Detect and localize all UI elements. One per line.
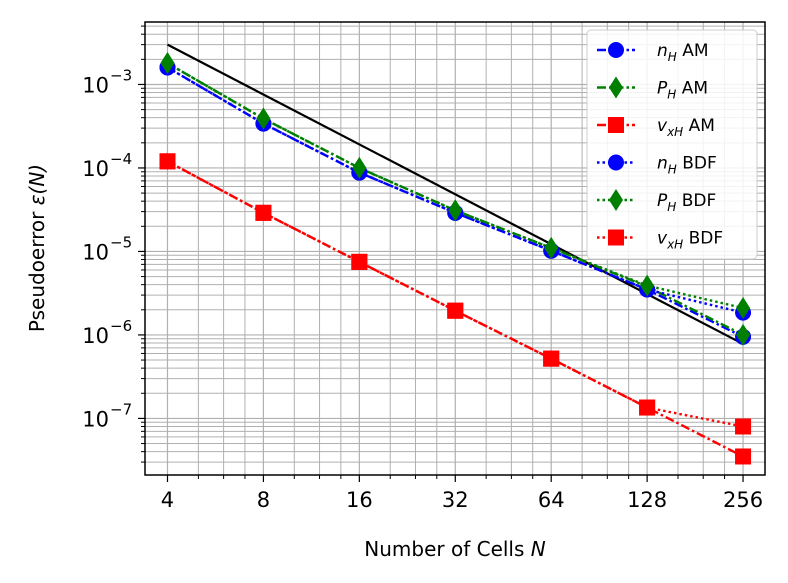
x-tick-label: 128: [627, 488, 667, 512]
y-tick-label-exponent: −4: [110, 150, 132, 168]
y-axis-title-var: ε(N): [25, 164, 49, 205]
legend-label: vxH BDF: [657, 229, 723, 252]
legend-var: n: [657, 154, 668, 174]
series-4-point: [256, 107, 271, 130]
y-tick-label-base: 10: [82, 73, 109, 97]
y-tick-label-exponent: −3: [110, 66, 132, 84]
legend-series-name: AM: [676, 79, 708, 99]
legend-label: nH BDF: [657, 154, 717, 177]
legend-series-name: BDF: [676, 191, 716, 211]
ticks: [138, 25, 744, 482]
legend-label: nH AM: [657, 41, 709, 64]
legend-var: P: [657, 191, 668, 211]
legend-var: v: [657, 116, 668, 136]
series-5-point: [543, 350, 560, 367]
legend-subscript: H: [667, 88, 676, 102]
y-tick-label-base: 10: [82, 324, 109, 348]
legend-swatch-marker: [608, 117, 624, 133]
series-5-point: [351, 253, 368, 270]
legend-subscript: xH: [666, 125, 683, 139]
series-5-point: [639, 399, 656, 416]
legend-series-name: BDF: [683, 229, 723, 249]
x-tick-label: 64: [538, 488, 565, 512]
legend-subscript: H: [668, 50, 677, 64]
y-tick-label-exponent: −7: [110, 400, 132, 418]
y-axis-title-text: Pseudoerror: [25, 211, 49, 332]
legend-label: vxH AM: [657, 116, 715, 139]
series-4-point: [640, 274, 655, 297]
legend-swatch-marker: [609, 189, 623, 211]
x-axis-title-text: Number of Cells: [364, 537, 524, 561]
series-4-point: [448, 199, 463, 222]
series-4-point: [544, 236, 559, 259]
legend-label: PH BDF: [657, 191, 716, 214]
y-tick-label-base: 10: [82, 407, 109, 431]
y-tick-label: 10: [82, 157, 109, 181]
legend-swatch-marker: [608, 154, 624, 171]
y-tick-label: 10: [82, 240, 109, 264]
x-tick-label: 4: [161, 488, 174, 512]
legend-swatch-marker: [608, 229, 624, 246]
series-2-point: [735, 448, 752, 465]
legend-var: P: [657, 79, 668, 99]
series-markers: [159, 52, 752, 465]
legend-subscript: xH: [666, 238, 683, 252]
y-tick-label-exponent: −6: [110, 317, 132, 335]
x-axis-title-var: N: [531, 537, 546, 561]
y-tick-label-base: 10: [82, 240, 109, 264]
series-1-point: [736, 323, 751, 346]
legend-swatch-marker: [609, 76, 623, 99]
x-tick-label: 16: [346, 488, 373, 512]
y-tick-label: 10: [82, 324, 109, 348]
series-4-point: [160, 52, 175, 75]
x-axis-title: Number of Cells N: [364, 537, 546, 561]
legend-series-name: AM: [677, 41, 709, 61]
y-tick-label: 10: [82, 73, 109, 97]
x-tick-label: 32: [442, 488, 469, 512]
legend-label: PH AM: [657, 79, 708, 102]
legend-subscript: H: [668, 163, 677, 177]
x-tick-label: 256: [723, 488, 763, 512]
series-4-point: [736, 297, 751, 320]
x-tick-label: 8: [257, 488, 270, 512]
series-5-point: [735, 418, 752, 435]
legend-box: [586, 29, 758, 260]
legend-series-name: BDF: [677, 154, 717, 174]
legend-var: v: [657, 229, 668, 249]
series-5-point: [447, 302, 464, 319]
legend-swatch-marker: [608, 42, 624, 58]
y-axis-title: Pseudoerror ε(N): [25, 164, 49, 332]
y-tick-label-exponent: −5: [110, 233, 132, 251]
series-5-point: [255, 204, 272, 221]
legend-var: n: [657, 41, 668, 61]
series-5-point: [159, 153, 176, 170]
y-tick-label-base: 10: [82, 157, 109, 181]
grid: [145, 22, 765, 475]
legend-series-name: AM: [683, 116, 715, 136]
legend-subscript: H: [667, 200, 676, 214]
series-4-point: [352, 156, 367, 179]
y-tick-label: 10: [82, 407, 109, 431]
